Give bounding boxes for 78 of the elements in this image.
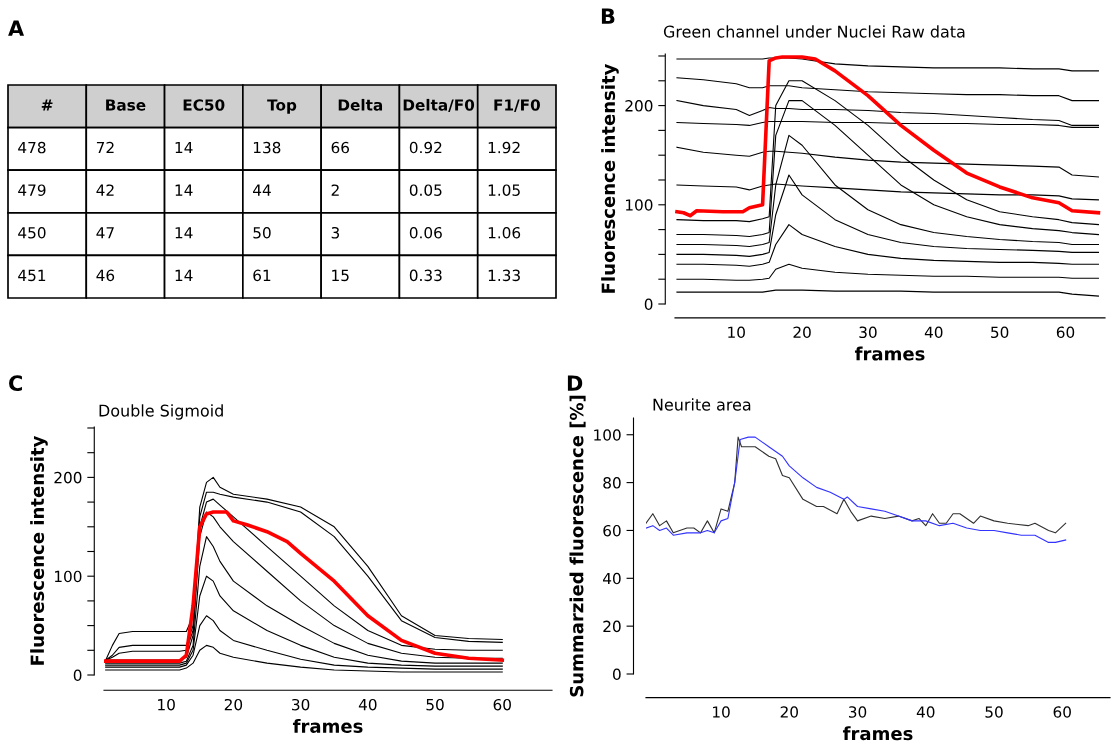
text: 1.92: [488, 141, 520, 154]
category-label: F1/F0: [494, 99, 540, 112]
y-tick-label: 0: [644, 298, 653, 311]
chart-title: Green channel under Nuclei Raw data: [663, 25, 965, 38]
text: 479: [18, 184, 46, 196]
y-tick-label: 100: [54, 570, 82, 583]
text: 1.33: [488, 269, 520, 282]
x-axis-title: frames: [292, 718, 363, 733]
text: 0.33: [409, 269, 442, 282]
category-label: EC50: [183, 99, 225, 111]
text: 61: [253, 269, 271, 282]
category-label: Delta/F0: [403, 98, 475, 112]
text: 2: [331, 184, 339, 196]
x-tick-label: 30: [848, 706, 867, 718]
text: 0.06: [409, 226, 442, 239]
y-tick-label: 200: [54, 471, 82, 484]
category-label: Base: [106, 99, 146, 111]
text: C: [9, 375, 22, 392]
text: 14: [175, 141, 193, 154]
x-tick-label: 50: [426, 698, 444, 711]
y-tick-label: 0: [612, 668, 621, 681]
y-tick-label: 60: [603, 524, 621, 537]
text: 0.05: [409, 184, 442, 196]
x-axis-title: frames: [854, 346, 925, 361]
category-label: Top: [267, 99, 297, 114]
category-label: #: [41, 99, 53, 111]
y-tick-label: 0: [73, 669, 82, 682]
text: 42: [96, 184, 114, 196]
text: D: [567, 375, 583, 391]
x-tick-label: 20: [780, 706, 798, 718]
text: 451: [18, 269, 46, 282]
text: B: [601, 8, 615, 24]
y-tick-label: 100: [625, 199, 653, 211]
text: 138: [253, 141, 281, 154]
y-tick-label: 100: [594, 429, 621, 441]
y-tick-label: 80: [603, 477, 621, 489]
text: 14: [175, 269, 193, 281]
x-tick-label: 20: [224, 698, 243, 711]
text: 3: [331, 226, 340, 239]
text: 14: [175, 227, 193, 239]
x-axis-title: frames: [842, 726, 913, 741]
x-tick-label: 60: [1056, 326, 1075, 339]
text: 478: [18, 141, 46, 154]
y-axis-title: Fluorescence intensity: [30, 435, 48, 665]
x-tick-label: 30: [859, 326, 877, 339]
x-tick-label: 50: [985, 706, 1003, 718]
x-tick-label: 40: [924, 326, 943, 339]
chart-title: Double Sigmoid: [99, 404, 223, 420]
y-axis-title: Fluorescence intensity: [601, 63, 619, 293]
text: 450: [18, 226, 46, 239]
y-axis-title: Summarzied fluorescence [%]: [569, 395, 586, 697]
x-tick-label: 40: [358, 698, 377, 711]
y-tick-label: 200: [625, 100, 653, 112]
x-tick-label: 30: [292, 698, 310, 711]
x-tick-label: 60: [493, 698, 511, 711]
x-tick-label: 40: [916, 706, 935, 718]
x-tick-label: 10: [713, 706, 730, 718]
text: 66: [331, 141, 350, 154]
y-tick-label: 40: [603, 572, 621, 585]
text: 15: [332, 269, 349, 282]
text: 47: [96, 227, 114, 239]
text: 14: [175, 184, 193, 196]
text: 0.92: [409, 141, 442, 154]
y-tick-label: 20: [603, 620, 621, 633]
text: A: [8, 20, 25, 36]
text: 44: [253, 184, 271, 196]
text: 46: [96, 269, 115, 282]
text: 1.06: [488, 226, 521, 239]
category-label: Delta: [338, 98, 383, 111]
x-tick-label: 20: [793, 326, 811, 339]
x-tick-label: 60: [1053, 706, 1071, 718]
text: 72: [96, 141, 114, 154]
x-tick-label: 10: [158, 698, 175, 711]
chart-title: Neurite area: [653, 398, 751, 411]
text: 50: [253, 226, 271, 239]
x-tick-label: 10: [728, 326, 745, 339]
text: 1.05: [488, 184, 520, 196]
x-tick-label: 50: [991, 326, 1009, 339]
